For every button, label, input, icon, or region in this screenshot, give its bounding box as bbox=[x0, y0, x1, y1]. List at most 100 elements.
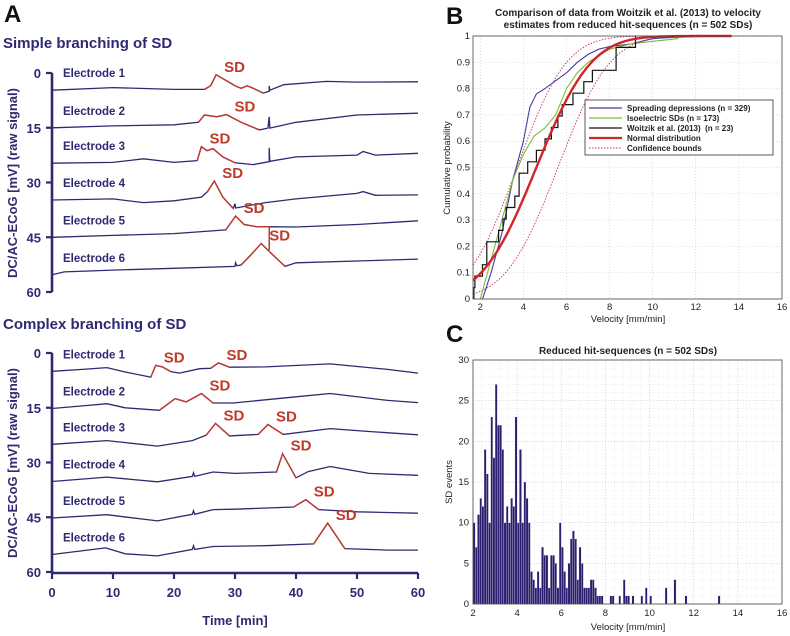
sd-segment bbox=[206, 179, 234, 209]
histogram-bar bbox=[534, 587, 538, 605]
histogram-bar bbox=[611, 595, 615, 605]
histogram-bar bbox=[517, 522, 520, 605]
chart-b-legend: Spreading depressions (n = 329) Isoelect… bbox=[584, 99, 774, 156]
sd-segment bbox=[240, 242, 286, 267]
chart-b-y-label: Cumulative probability bbox=[442, 121, 453, 215]
chart-b-title-line1: Comparison of data from Woitzik et al. (… bbox=[495, 8, 761, 19]
histogram-bar bbox=[486, 473, 489, 605]
chart-c-plot: 2 4 6 8 10 12 14 16 0 5 10 15 20 25 30 bbox=[458, 355, 787, 619]
electrode-label: Electrode 6 bbox=[63, 253, 125, 265]
histogram-bar bbox=[525, 498, 529, 605]
x-tick-label: 30 bbox=[228, 585, 242, 600]
y-tick-label: 45 bbox=[27, 510, 41, 525]
electrode-label: Electrode 2 bbox=[63, 106, 125, 118]
x-tick-label: 10 bbox=[647, 302, 658, 313]
histogram-bar bbox=[532, 579, 535, 605]
electrode-label: Electrode 2 bbox=[63, 386, 125, 398]
y-tick-label: 0 bbox=[464, 599, 469, 610]
histogram-bar bbox=[594, 587, 597, 605]
histogram-bar bbox=[581, 563, 584, 605]
histogram-bar bbox=[585, 587, 588, 605]
y-tick-label: 0 bbox=[34, 346, 41, 361]
sd-segment bbox=[225, 215, 270, 250]
histogram-bar bbox=[492, 457, 496, 605]
histogram-bar bbox=[576, 579, 580, 605]
histogram-bar bbox=[574, 538, 577, 605]
histogram-bar bbox=[505, 506, 509, 605]
legend-label-spreading: Spreading depressions (n = 329) bbox=[627, 104, 751, 113]
x-tick-label: 12 bbox=[691, 302, 702, 313]
series-step-woitzik bbox=[473, 36, 637, 299]
histogram-bar bbox=[684, 595, 688, 605]
histogram-bar bbox=[717, 595, 721, 605]
histogram-bar bbox=[554, 563, 557, 605]
traces-area: 0 15 30 45 60 Electrode 1 SD Electrode 2 SD Elect… bbox=[27, 59, 426, 600]
sd-segment bbox=[204, 73, 264, 94]
panel-a: A Simple branching of SD Complex branchi… bbox=[3, 1, 425, 628]
histogram-bar bbox=[528, 522, 531, 605]
plot-background bbox=[473, 36, 782, 299]
plot-frame bbox=[472, 359, 783, 605]
histogram-bar bbox=[508, 522, 511, 605]
y-tick-label: 0.4 bbox=[457, 189, 470, 200]
electrode-label: Electrode 4 bbox=[63, 178, 126, 190]
histogram-bar bbox=[503, 522, 507, 605]
sd-label: SD bbox=[291, 438, 312, 455]
plot-frame bbox=[472, 35, 783, 300]
histogram-bar bbox=[589, 579, 593, 605]
sd-label: SD bbox=[269, 227, 290, 244]
histogram-bar bbox=[477, 514, 480, 605]
x-tick-label: 20 bbox=[167, 585, 181, 600]
y-tick-label: 0 bbox=[34, 66, 41, 81]
sd-label: SD bbox=[227, 347, 248, 364]
histogram-bar bbox=[561, 546, 564, 605]
histogram-bar bbox=[609, 595, 613, 605]
sd-label: SD bbox=[164, 349, 185, 366]
x-tick-label: 50 bbox=[350, 585, 364, 600]
y-tick-label: 15 bbox=[27, 121, 41, 136]
sd-label: SD bbox=[209, 378, 230, 395]
confidence-bound-line bbox=[473, 35, 732, 266]
panel-letter-b: B bbox=[446, 3, 463, 30]
x-tick-label: 16 bbox=[777, 302, 788, 313]
histogram-bar bbox=[530, 571, 533, 605]
y-tick-label: 1 bbox=[465, 31, 470, 42]
histogram-bar bbox=[645, 587, 648, 605]
histogram-bar bbox=[552, 555, 555, 605]
electrode-label: Electrode 1 bbox=[63, 68, 126, 80]
x-tick-label: 14 bbox=[734, 302, 745, 313]
histogram-bar bbox=[523, 481, 527, 605]
x-tick-label: 6 bbox=[559, 608, 564, 619]
histogram-bar bbox=[490, 416, 493, 605]
legend-label-woitzik: Woitzik et al. (2013) (n = 23) bbox=[627, 124, 734, 133]
sd-label: SD bbox=[222, 165, 243, 182]
y-tick-label: 60 bbox=[27, 565, 41, 580]
histogram-bar bbox=[567, 563, 571, 605]
histogram-bar bbox=[572, 530, 575, 605]
chart-b-title-line2: estimates from reduced hit-sequences (n … bbox=[504, 20, 753, 31]
histogram-bar bbox=[494, 384, 498, 605]
y-tick-label: 0.1 bbox=[457, 268, 470, 279]
histogram-bar bbox=[545, 555, 549, 605]
x-tick-label: 10 bbox=[644, 608, 655, 619]
sd-segment bbox=[205, 422, 230, 437]
sd-segment bbox=[275, 451, 297, 479]
y-tick-label: 0 bbox=[465, 294, 470, 305]
y-tick-label: 0.9 bbox=[457, 57, 470, 68]
histogram-bar bbox=[622, 579, 626, 605]
histogram-bar bbox=[640, 595, 644, 605]
y-tick-label: 30 bbox=[27, 456, 41, 471]
x-tick-label: 8 bbox=[607, 302, 612, 313]
histogram-bar bbox=[618, 595, 622, 605]
y-tick-label: 10 bbox=[458, 518, 469, 529]
histogram-bar bbox=[499, 424, 502, 605]
sd-segment bbox=[158, 392, 214, 411]
simple-branching-title: Simple branching of SD bbox=[3, 35, 172, 52]
electrode-label: Electrode 1 bbox=[63, 349, 126, 361]
y-tick-label: 30 bbox=[27, 176, 41, 191]
histogram-bar bbox=[501, 449, 505, 605]
histogram-bar bbox=[550, 555, 553, 605]
histogram-bar bbox=[587, 587, 591, 605]
histogram-bar bbox=[497, 424, 500, 605]
